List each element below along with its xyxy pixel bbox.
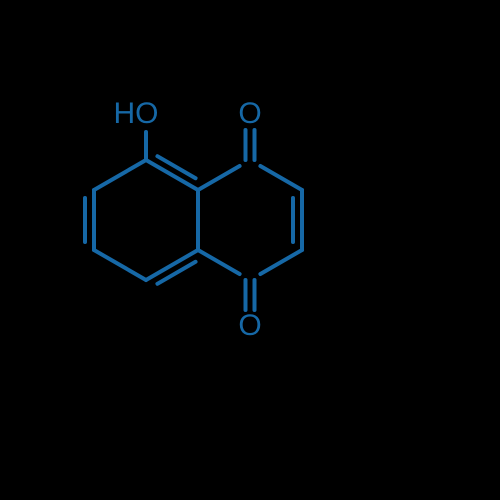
structure-canvas: O O HO <box>0 0 500 500</box>
bonds-layer <box>0 0 500 500</box>
atom-label: O <box>238 99 261 129</box>
atom-label: O <box>238 311 261 341</box>
atom-label: HO <box>114 99 159 129</box>
